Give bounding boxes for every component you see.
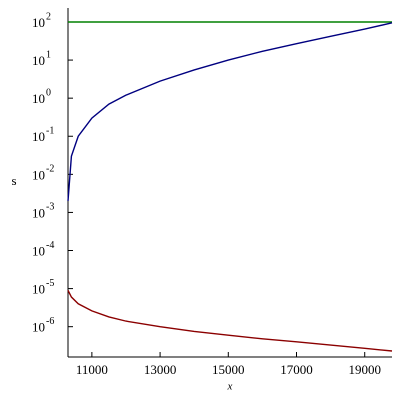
y-tick-label: 10 [32, 91, 45, 106]
y-axis-label: s [11, 173, 16, 188]
y-tick-label: 10 [32, 129, 45, 144]
y-tick-label: 10 [32, 53, 45, 68]
y-tick-label: 10 [32, 320, 45, 335]
x-tick-label: 13000 [144, 362, 177, 377]
y-tick-exponent: -5 [46, 278, 54, 289]
y-tick-exponent: 2 [46, 11, 51, 22]
x-tick-label: 17000 [280, 362, 313, 377]
y-tick-exponent: -1 [46, 126, 54, 137]
y-tick-label: 10 [32, 282, 45, 297]
y-tick-label: 10 [32, 205, 45, 220]
y-tick-exponent: -4 [46, 240, 54, 251]
y-tick-exponent: -3 [46, 202, 54, 213]
series-line [67, 22, 393, 202]
y-tick-exponent: -2 [46, 164, 54, 175]
y-tick-exponent: 0 [46, 87, 51, 98]
series-line [67, 290, 393, 352]
x-axis-label: x [227, 381, 233, 393]
y-tick-label: 10 [32, 15, 45, 30]
y-tick-label: 10 [32, 243, 45, 258]
x-tick-label: 15000 [212, 362, 245, 377]
y-tick-exponent: 1 [46, 49, 51, 60]
y-tick-label: 10 [32, 167, 45, 182]
x-tick-label: 19000 [348, 362, 381, 377]
x-tick-label: 11000 [76, 362, 108, 377]
y-tick-exponent: -6 [46, 316, 54, 327]
